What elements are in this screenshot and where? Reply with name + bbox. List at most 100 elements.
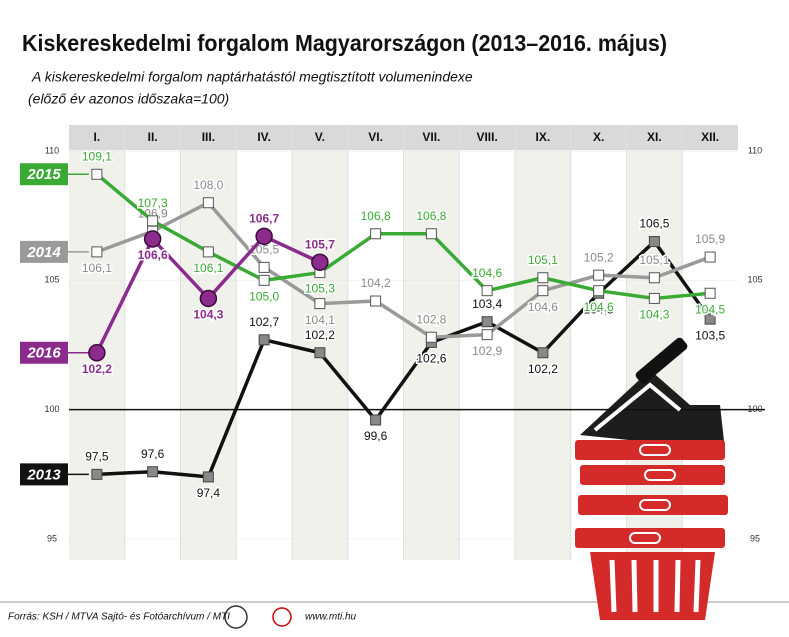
subtitle: (előző év azonos időszaka=100) (28, 91, 229, 107)
point (593, 285, 605, 297)
data-label: 97,6 (141, 447, 165, 461)
data-label: 107,3 (138, 196, 168, 210)
y-tick-label: 110 (45, 145, 59, 155)
data-label: 105,0 (249, 290, 279, 304)
column-band (292, 125, 348, 560)
series: 2016 102,2 106,6 104,3 106,7 105,7 (20, 210, 337, 377)
point (258, 274, 270, 286)
column-band (682, 125, 738, 560)
point (425, 331, 437, 343)
point (648, 292, 660, 304)
x-tick-label: IV. (257, 130, 271, 144)
data-label: 97,5 (85, 450, 109, 464)
point (91, 168, 103, 180)
point (314, 298, 326, 310)
point (370, 228, 382, 240)
data-label: 104,2 (361, 276, 391, 290)
data-label: 106,6 (138, 248, 168, 262)
legend-label: 2016 (26, 345, 61, 362)
data-label: 104,6 (472, 266, 502, 280)
point (537, 285, 549, 297)
data-label: 105,1 (639, 253, 669, 267)
data-label: 106,1 (82, 261, 112, 275)
point (314, 347, 326, 359)
point (704, 313, 716, 325)
legend-swatch (20, 163, 68, 186)
x-tick-label: VII. (422, 130, 440, 144)
x-tick-label: VI. (368, 130, 383, 144)
series: 2014106,1106,9108,0105,5104,1104,2102,81… (20, 176, 727, 359)
series-line (96, 200, 711, 339)
point (481, 285, 493, 297)
x-tick-label: IX. (536, 130, 551, 144)
logo (224, 605, 248, 629)
data-label: 102,7 (249, 315, 279, 329)
data-label: 104,1 (305, 313, 335, 327)
data-label: 105,3 (305, 282, 335, 296)
data-label: 105,1 (528, 253, 558, 267)
data-label: 97,4 (197, 486, 221, 500)
point (147, 466, 159, 478)
legend-swatch (20, 463, 68, 486)
plot-area: I. II. III. IV. V. VI. VII. VIII. IX. X. XI. XII. 95… (20, 125, 765, 560)
y-tick-label: 95 (47, 533, 57, 543)
legend-label: 2015 (26, 166, 61, 183)
data-label: 104,3 (193, 308, 223, 322)
data-label: 104,5 (695, 302, 725, 316)
data-label: 104,6 (528, 300, 558, 314)
data-label: 102,2 (528, 362, 558, 376)
data-label: 102,9 (472, 344, 502, 358)
data-label: 104,6 (584, 300, 614, 314)
legend-swatch (20, 240, 68, 263)
source: Forrás: KSH / MTVA Sajtó- és Fotóarchívu… (8, 612, 230, 623)
point (481, 329, 493, 341)
subtitle: A kiskereskedelmi forgalom naptárhatástó… (31, 69, 473, 85)
column-band (459, 125, 515, 560)
x-tick-label: III. (202, 130, 215, 144)
data-label: 104,3 (639, 308, 669, 322)
legend-label: 2013 (26, 466, 61, 483)
series: 2015 109,1 107,3 106,1 105,0 105,3 106,8 106,8 1… (20, 148, 727, 323)
column-band (347, 125, 404, 560)
column-band (124, 125, 181, 560)
data-label: 99,6 (364, 429, 388, 443)
x-tick-label: V. (315, 130, 325, 144)
series-line (96, 239, 712, 479)
point (202, 246, 214, 258)
logo (272, 607, 292, 627)
url: www.mti.hu (305, 612, 357, 623)
y-tick-label: 100 (44, 404, 59, 414)
series-line (95, 172, 711, 301)
point (202, 197, 214, 209)
basket-illustration (575, 337, 728, 620)
y-tick-label: 110 (748, 145, 762, 155)
point (370, 295, 382, 307)
point (648, 236, 660, 248)
x-tick-label: XII. (701, 130, 719, 144)
data-label: 102,6 (416, 352, 446, 366)
series: 2013 97,5 97,6 97,4 102,7 102,2 99,6 102,6 103,4… (20, 215, 727, 502)
x-tick-label: II. (148, 130, 158, 144)
point (704, 287, 716, 299)
point (593, 269, 605, 281)
column-band (69, 125, 125, 560)
point (88, 344, 106, 362)
point (258, 334, 270, 346)
legend-label: 2014 (26, 244, 61, 261)
data-label: 109,1 (82, 149, 112, 163)
point (91, 246, 103, 258)
data-label: 106,5 (639, 217, 669, 231)
point (537, 347, 549, 359)
data-label: 102,2 (305, 328, 335, 342)
data-label: 106,1 (193, 261, 223, 275)
y-tick-label: 105 (44, 275, 59, 285)
chart-title: Kiskereskedelmi forgalom Magyarországon … (22, 30, 667, 56)
point (199, 289, 218, 308)
data-label: 102,2 (82, 362, 112, 376)
y-tick-label: 105 (747, 275, 762, 285)
point (91, 468, 103, 480)
point (481, 316, 493, 328)
x-tick-label: XI. (647, 130, 662, 144)
point (255, 227, 273, 246)
